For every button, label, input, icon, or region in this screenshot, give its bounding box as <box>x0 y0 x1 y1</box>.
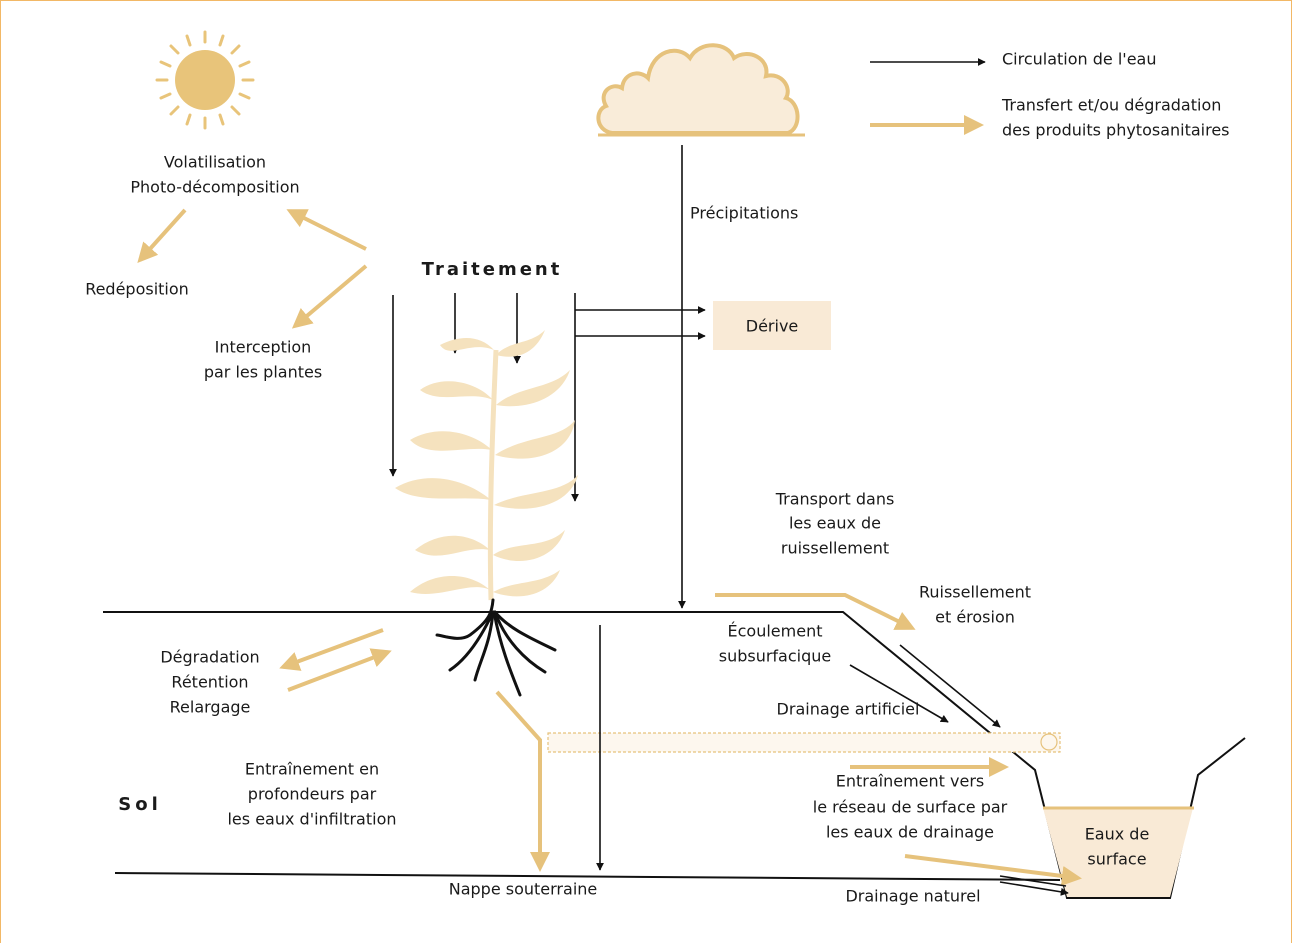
label: Sol <box>118 794 162 815</box>
label: le réseau de surface par <box>813 798 1008 817</box>
arrow <box>295 266 366 326</box>
label: Redéposition <box>85 280 189 299</box>
sun <box>157 32 253 128</box>
arrow <box>905 856 1078 878</box>
plant <box>395 330 578 600</box>
label: surface <box>1087 850 1146 869</box>
label: les eaux de <box>789 514 881 533</box>
label: par les plantes <box>204 363 322 382</box>
legend-water: Circulation de l'eau <box>1002 50 1156 69</box>
label: Rétention <box>171 673 248 692</box>
diagram: Circulation de l'eau Transfert et/ou dég… <box>0 0 1292 943</box>
label: Traitement <box>422 259 563 280</box>
label: Entraînement vers <box>836 772 985 791</box>
label: Dérive <box>746 317 799 336</box>
arrow <box>1000 876 1066 886</box>
label: Ruissellement <box>919 583 1031 602</box>
cloud <box>598 45 797 133</box>
label: Écoulement <box>728 622 823 641</box>
frame <box>1 1 1292 943</box>
legend-transfer: des produits phytosanitaires <box>1002 121 1230 140</box>
label: Volatilisation <box>164 153 266 172</box>
label: Interception <box>215 338 312 357</box>
label: Photo-décomposition <box>130 178 299 197</box>
label: Nappe souterraine <box>449 880 598 899</box>
arrow <box>290 211 366 249</box>
label: Eaux de <box>1085 825 1150 844</box>
drain-pipe <box>548 733 1060 752</box>
label: ruissellement <box>781 539 889 558</box>
label: Drainage artificiel <box>777 700 920 719</box>
arrow <box>1000 882 1068 893</box>
legend-transfer: Transfert et/ou dégradation <box>1001 96 1221 115</box>
label: Dégradation <box>160 648 259 667</box>
arrow <box>497 692 540 868</box>
label: Précipitations <box>690 204 798 223</box>
label: Drainage naturel <box>845 887 980 906</box>
label: profondeurs par <box>248 785 377 804</box>
label: Transport dans <box>775 490 895 509</box>
label: les eaux de drainage <box>826 823 994 842</box>
roots <box>437 600 555 695</box>
label: Entraînement en <box>245 760 379 779</box>
label: les eaux d'infiltration <box>227 810 396 829</box>
arrow <box>140 210 185 260</box>
label: et érosion <box>935 608 1015 627</box>
label: subsurfacique <box>719 647 832 666</box>
label: Relargage <box>170 698 251 717</box>
